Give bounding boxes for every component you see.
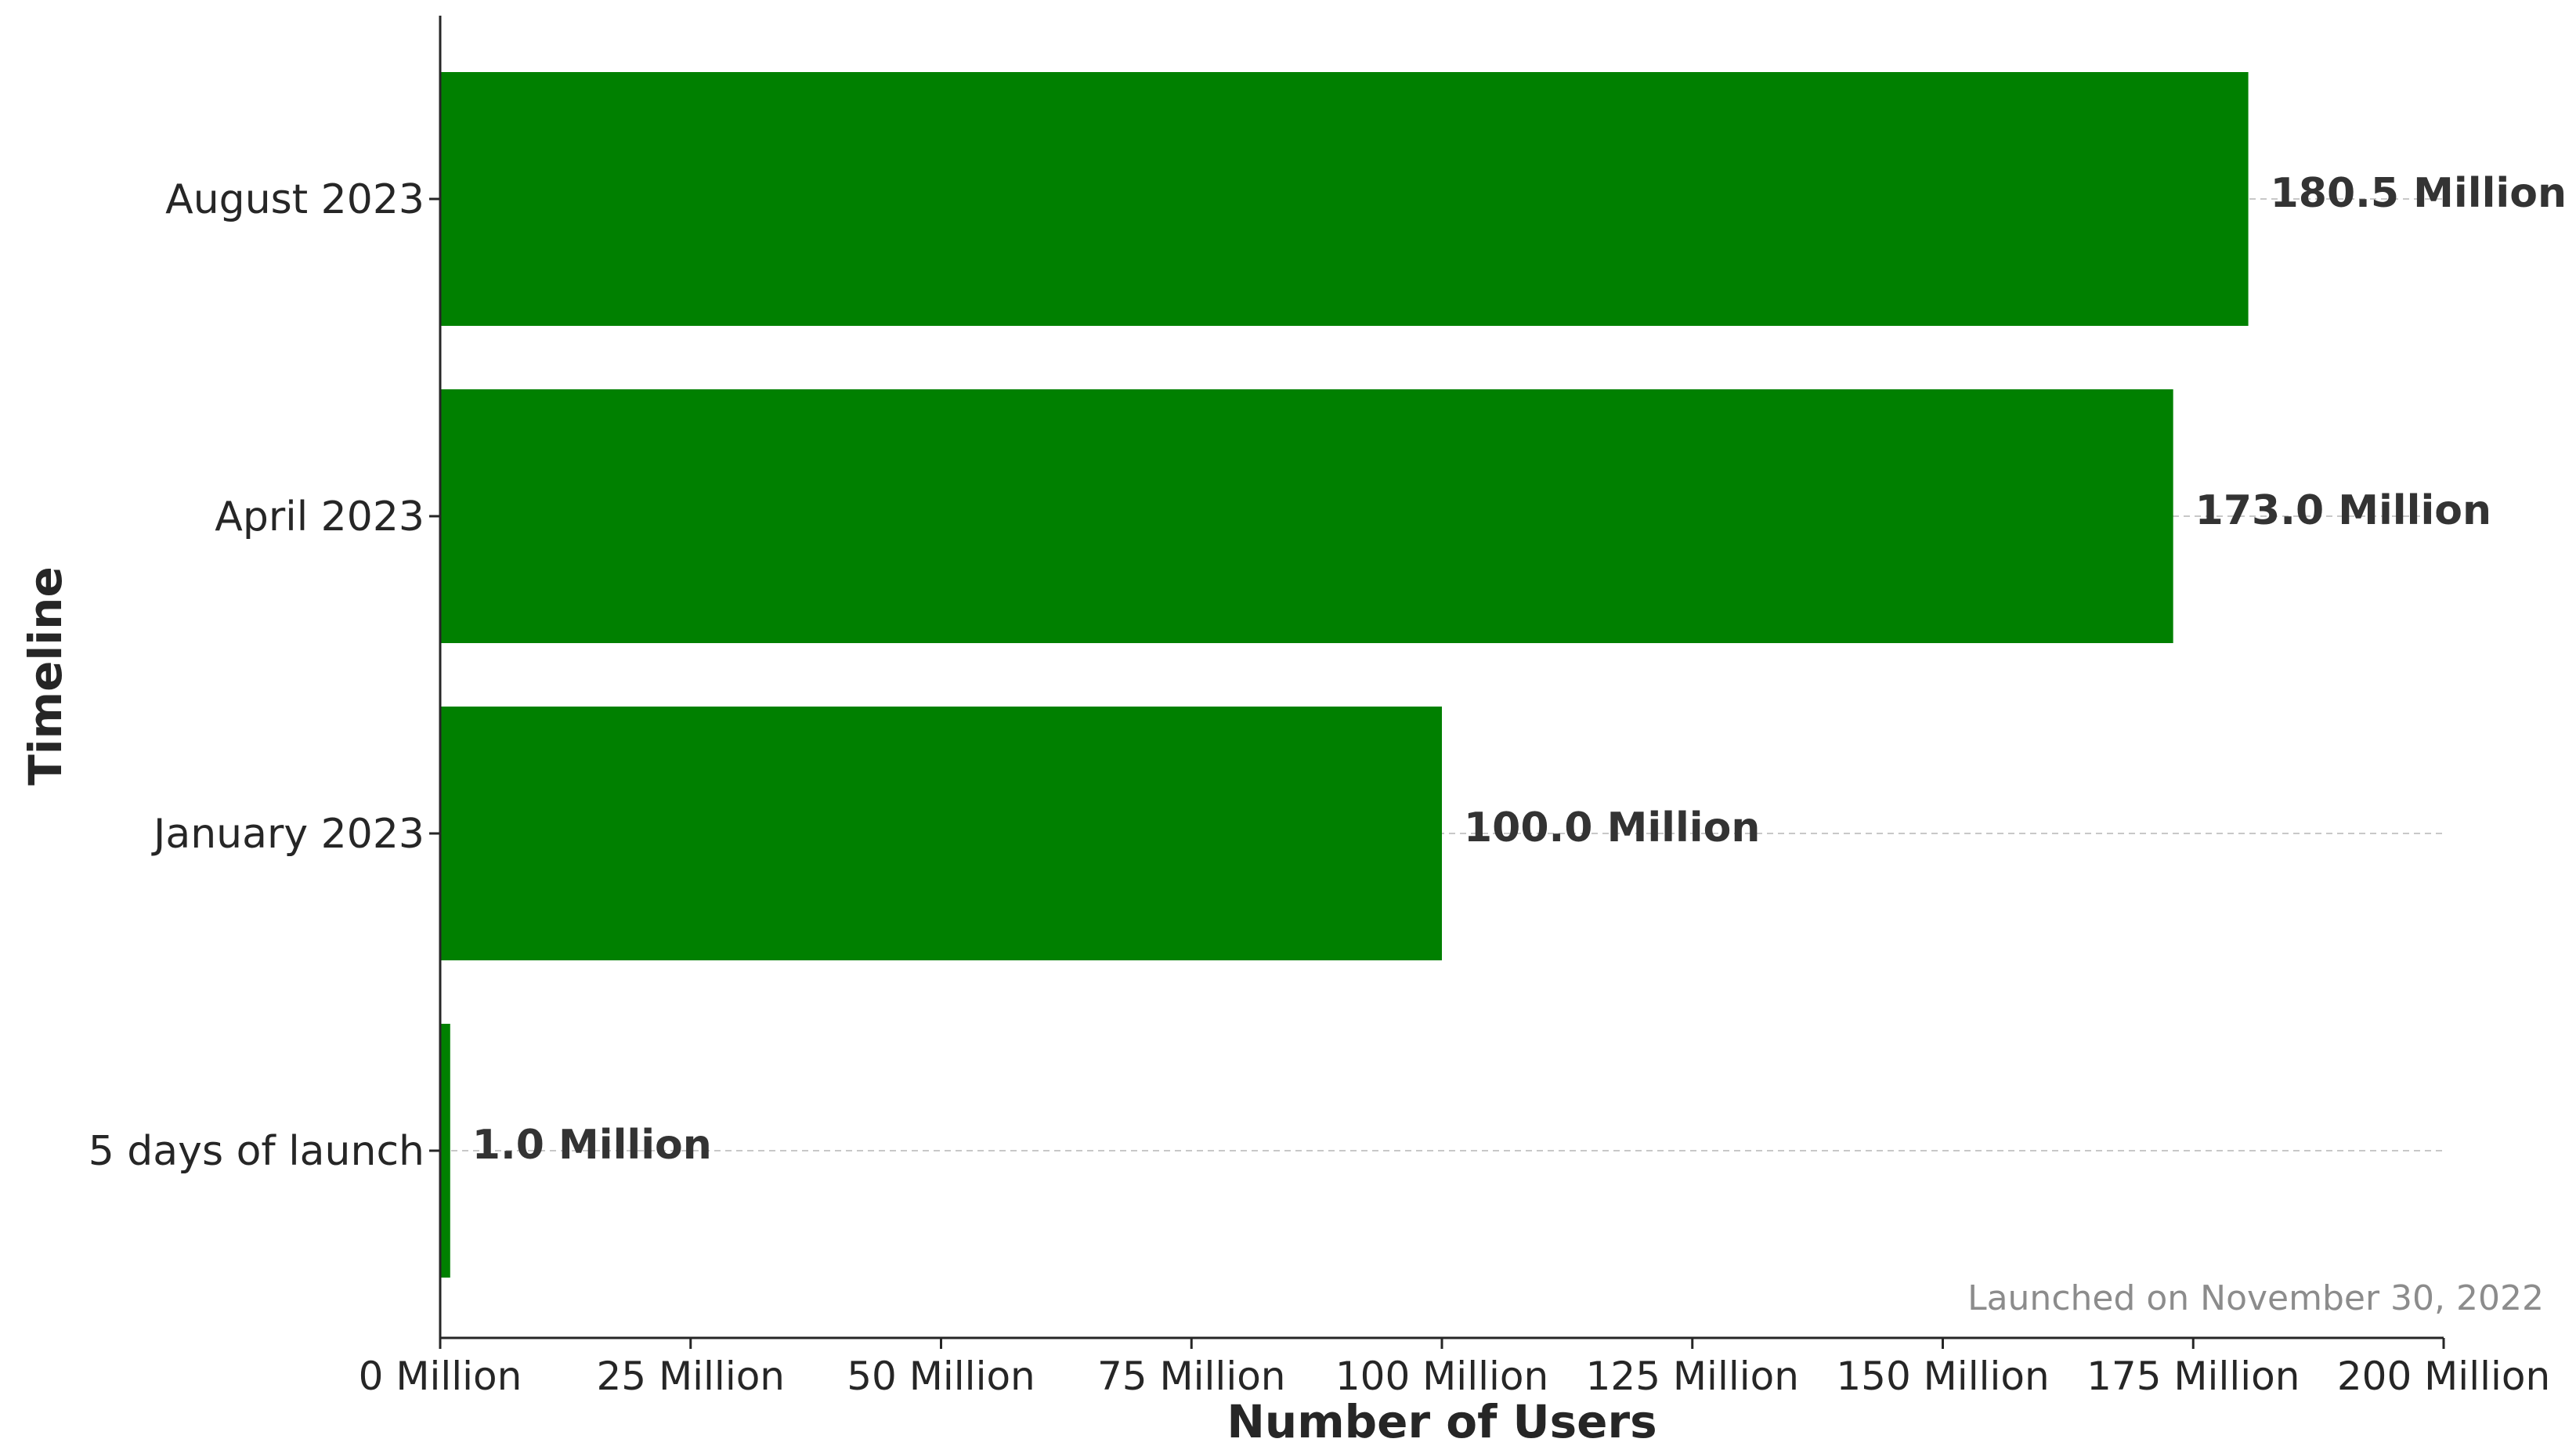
launch-annotation: Launched on November 30, 2022 [1967,1278,2544,1318]
x-axis-title: Number of Users [1227,1395,1657,1446]
y-category-label: January 2023 [151,811,425,858]
bar-august-2023 [440,72,2249,326]
bar-5-days-of-launch [440,1024,450,1278]
value-label: 180.5 Million [2271,170,2567,217]
x-tick-label: 125 Million [1586,1354,1799,1399]
x-tick-label: 100 Million [1335,1354,1548,1399]
x-tick-label: 200 Million [2337,1354,2550,1399]
x-tick-label: 50 Million [847,1354,1035,1399]
y-category-label: 5 days of launch [89,1128,425,1175]
x-tick-label: 75 Million [1097,1354,1286,1399]
value-labels: 1.0 Million 100.0 Million 173.0 Million 180… [472,170,2567,1169]
x-ticks: 0 Million 25 Million 50 Million 75 Million 1… [359,197,2550,1399]
value-label: 100.0 Million [1464,804,1760,851]
y-category-label: August 2023 [165,176,425,223]
bar-january-2023 [440,707,1442,960]
x-tick-label: 150 Million [1836,1354,2049,1399]
bar-april-2023 [440,389,2173,643]
grid-lines [440,198,2444,1151]
x-tick-label: 25 Million [596,1354,785,1399]
value-label: 1.0 Million [472,1122,712,1169]
x-tick-label: 175 Million [2086,1354,2300,1399]
y-axis-title: Timeline [19,566,72,786]
value-label: 173.0 Million [2195,487,2491,534]
x-tick-label: 0 Million [359,1354,522,1399]
y-category-labels: 5 days of launch January 2023 April 2023 Au… [89,176,425,1175]
y-category-label: April 2023 [215,493,425,540]
bars [440,72,2249,1278]
